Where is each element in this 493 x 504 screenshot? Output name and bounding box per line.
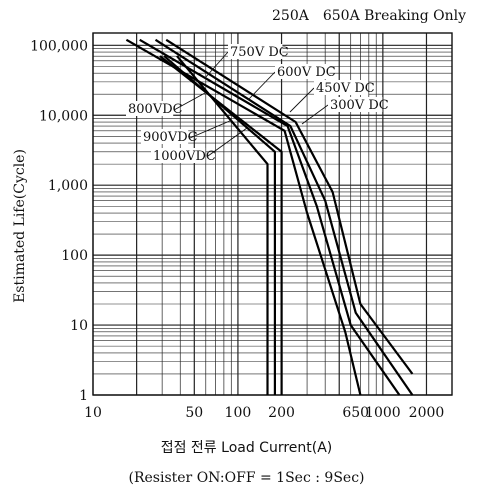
y-tick-label: 1 <box>79 388 88 404</box>
series-label: 750V DC <box>230 45 289 60</box>
y-tick-label: 100 <box>61 248 88 264</box>
header-current-250: 250A <box>272 8 309 24</box>
series-line <box>125 38 362 396</box>
x-tick-label: 10 <box>84 405 102 421</box>
series-label: 1000VDC <box>153 149 216 164</box>
y-tick-label: 10 <box>70 318 88 334</box>
label-background <box>126 101 174 116</box>
label-background <box>275 64 330 79</box>
label-leader-line <box>189 119 233 139</box>
series-line <box>139 38 401 396</box>
series-label: 800VDC <box>128 102 183 117</box>
series-label: 300V DC <box>330 98 389 113</box>
x-tick-label: 650 <box>342 405 369 421</box>
series-line <box>159 55 283 395</box>
test-condition-note: (Resister ON:OFF = 1Sec : 9Sec) <box>128 470 365 486</box>
x-axis-label: 접점 전류 Load Current(A) <box>160 440 333 456</box>
y-tick-label: 10,000 <box>39 108 88 124</box>
series-label: 450V DC <box>316 81 375 96</box>
series-line <box>154 38 414 396</box>
label-background <box>228 44 283 59</box>
y-tick-label: 100,000 <box>30 38 88 54</box>
x-tick-label: 100 <box>225 405 252 421</box>
x-tick-label: 2000 <box>409 405 445 421</box>
x-tick-label: 200 <box>268 405 295 421</box>
label-background <box>151 148 206 163</box>
series-label: 900VDC <box>143 130 198 145</box>
label-background <box>328 97 383 112</box>
label-background <box>314 80 369 95</box>
series-label: 600V DC <box>277 65 336 80</box>
label-leader-line <box>247 71 276 101</box>
label-background <box>141 129 189 144</box>
y-tick-label: 1,000 <box>48 178 88 194</box>
y-axis-label: Estimated Life(Cycle) <box>12 149 28 303</box>
label-leader-line <box>204 51 229 79</box>
label-leader-line <box>207 127 248 157</box>
label-leader-line <box>173 92 206 111</box>
chart-header: 250A 650A Breaking Only <box>272 8 480 24</box>
x-tick-label: 50 <box>185 405 203 421</box>
header-breaking-note: 650A Breaking Only <box>322 8 467 24</box>
label-leader-line <box>301 104 329 125</box>
plot-frame <box>92 32 453 396</box>
series-line <box>165 38 414 375</box>
x-tick-label: 1000 <box>365 405 401 421</box>
label-leader-line <box>289 87 315 113</box>
